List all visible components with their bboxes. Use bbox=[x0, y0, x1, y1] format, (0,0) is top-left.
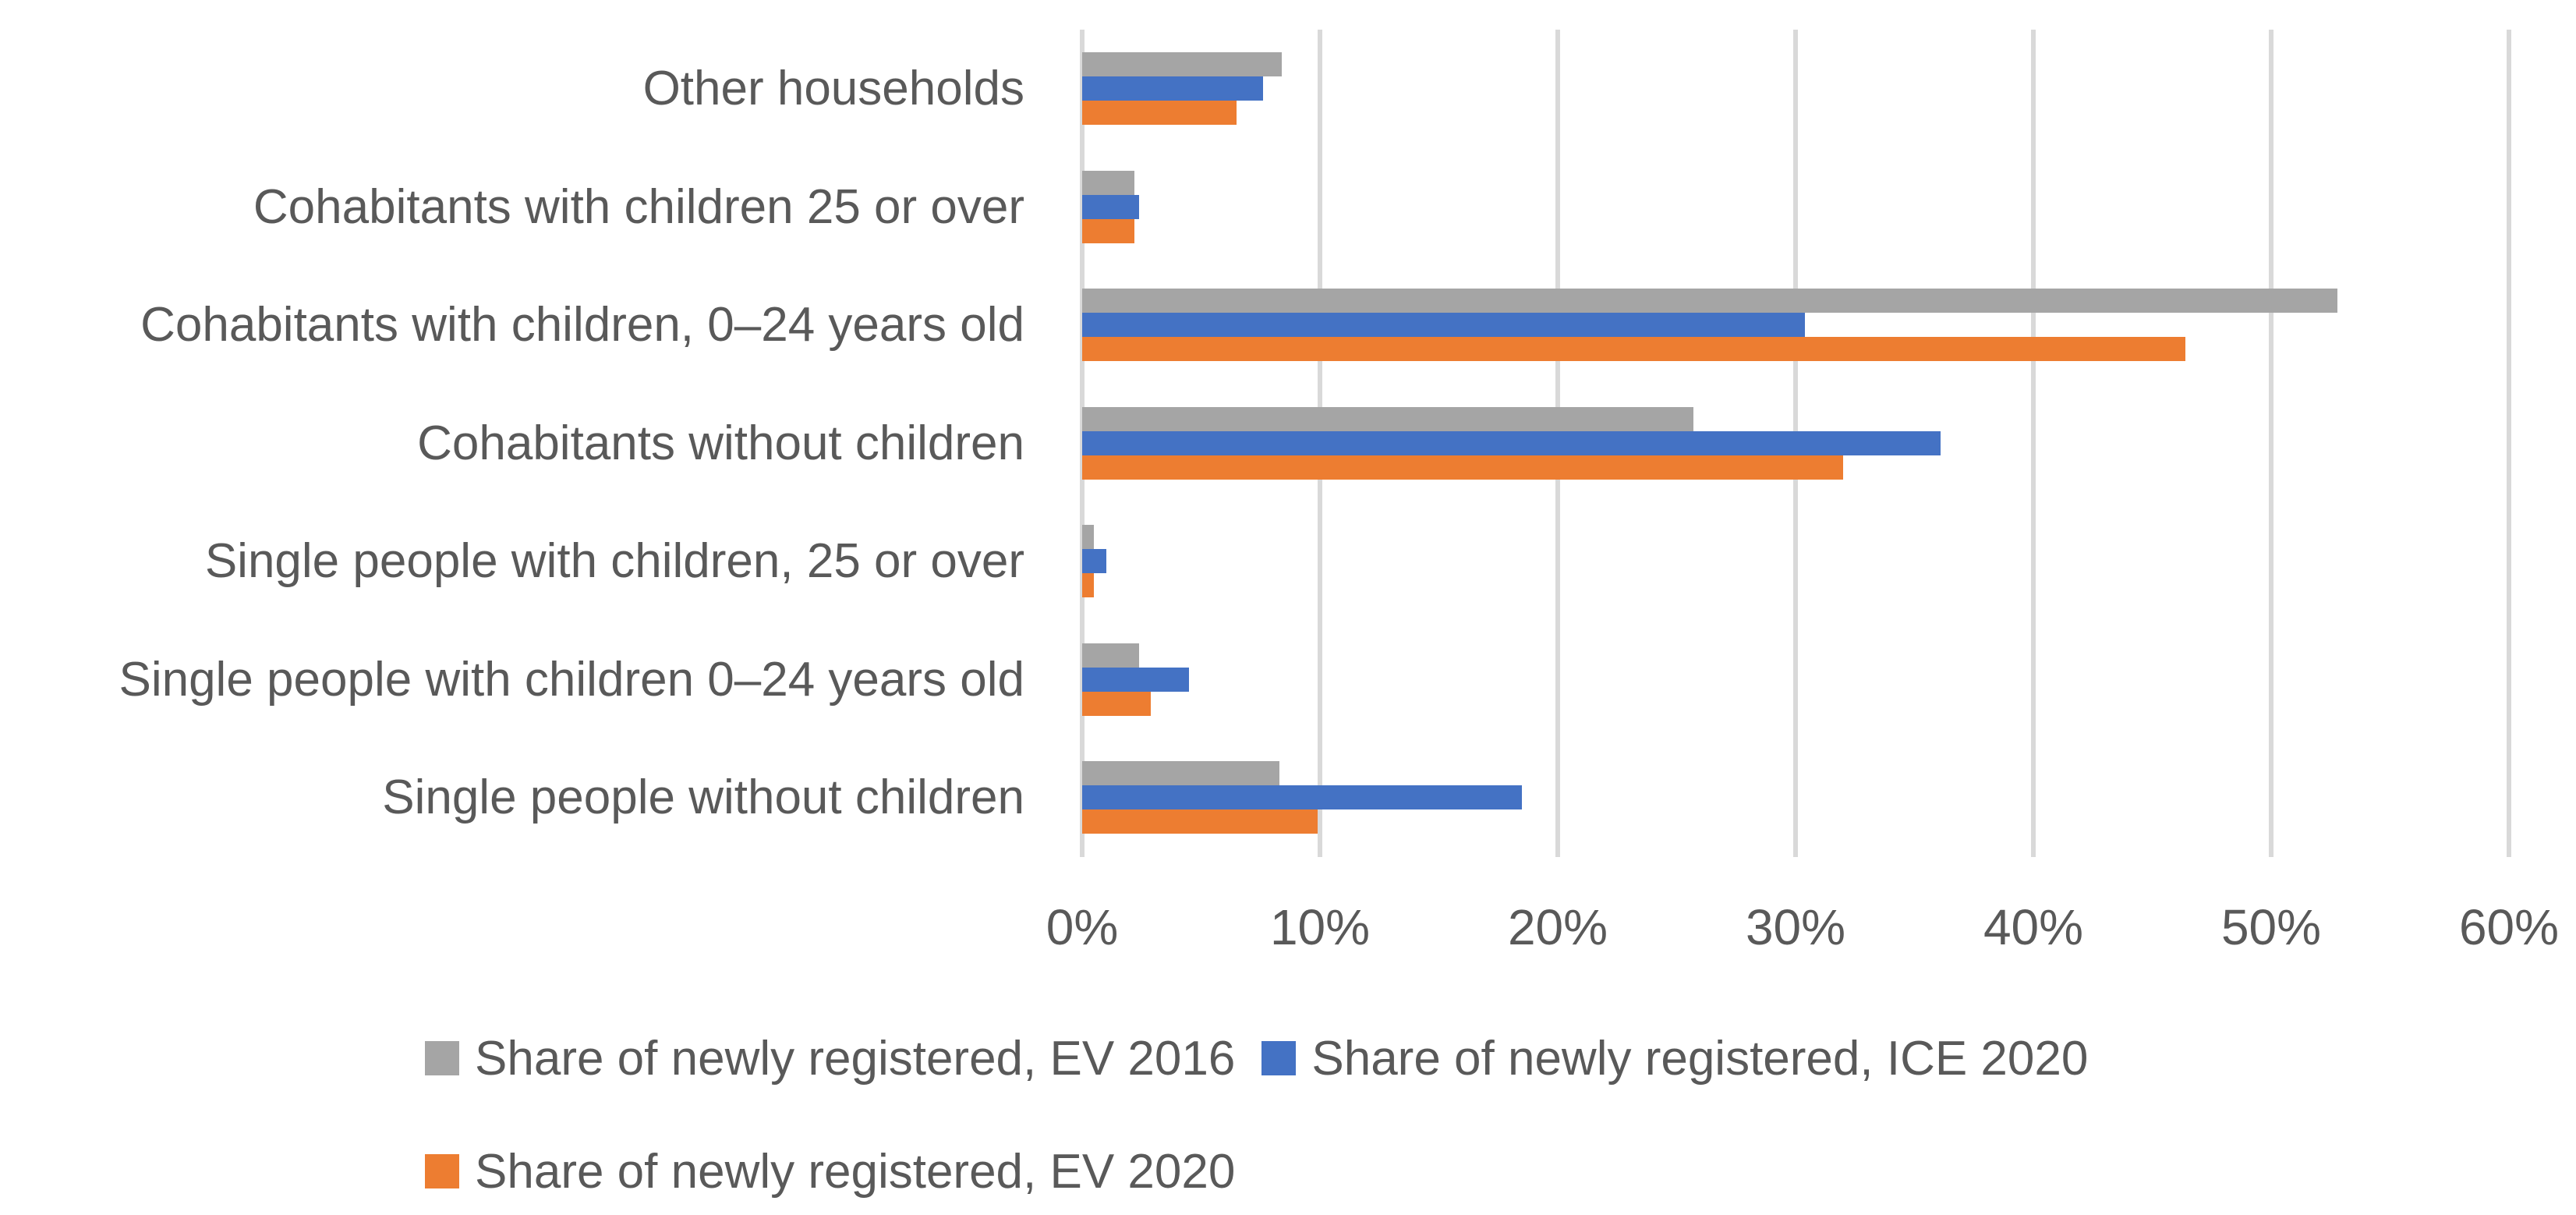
bar-ice-2020 bbox=[1082, 430, 1941, 455]
legend-item-ice-2020: Share of newly registered, ICE 2020 bbox=[1261, 1031, 2088, 1086]
legend-swatch-ev-2020 bbox=[425, 1154, 459, 1188]
gridline bbox=[2031, 30, 2036, 857]
legend-row: Share of newly registered, EV 2020 bbox=[425, 1144, 1235, 1199]
category-label: Other households bbox=[642, 62, 1024, 116]
x-tick-label: 30% bbox=[1745, 899, 1846, 955]
legend-swatch-ev-2016 bbox=[425, 1041, 459, 1075]
bar-ice-2020 bbox=[1082, 549, 1106, 574]
bar-ev-2020 bbox=[1082, 218, 1135, 243]
category-label: Single people with children 0–24 years o… bbox=[119, 652, 1024, 707]
gridline bbox=[2269, 30, 2273, 857]
legend-row: Share of newly registered, EV 2016 Share … bbox=[425, 1031, 2088, 1086]
bar-ev-2016 bbox=[1082, 52, 1283, 77]
legend-label: Share of newly registered, ICE 2020 bbox=[1311, 1031, 2089, 1086]
bar-ev-2016 bbox=[1082, 761, 1280, 786]
bar-ev-2020 bbox=[1082, 101, 1237, 126]
category-label: Cohabitants with children 25 or over bbox=[253, 179, 1024, 234]
x-tick-label: 0% bbox=[1046, 899, 1119, 955]
bar-ev-2016 bbox=[1082, 643, 1140, 668]
bar-ice-2020 bbox=[1082, 667, 1190, 692]
x-tick-label: 40% bbox=[1983, 899, 2084, 955]
bar-ev-2016 bbox=[1082, 406, 1693, 431]
bar-ev-2020 bbox=[1082, 337, 2186, 362]
bar-ev-2016 bbox=[1082, 525, 1095, 550]
category-label: Cohabitants without children bbox=[417, 416, 1024, 470]
category-label: Cohabitants with children, 0–24 years ol… bbox=[140, 298, 1024, 352]
category-label: Single people with children, 25 or over bbox=[204, 534, 1024, 589]
x-tick-label: 50% bbox=[2220, 899, 2322, 955]
bar-ice-2020 bbox=[1082, 785, 1523, 810]
legend-label: Share of newly registered, EV 2016 bbox=[475, 1031, 1236, 1086]
bar-ice-2020 bbox=[1082, 194, 1140, 219]
bar-ev-2020 bbox=[1082, 691, 1152, 716]
bar-ev-2020 bbox=[1082, 573, 1095, 598]
bar-ev-2016 bbox=[1082, 289, 2338, 313]
legend-item-ev-2016: Share of newly registered, EV 2016 bbox=[425, 1031, 1235, 1086]
bar-ev-2020 bbox=[1082, 455, 1843, 480]
x-tick-label: 60% bbox=[2458, 899, 2560, 955]
legend-swatch-ice-2020 bbox=[1261, 1041, 1297, 1075]
bar-ice-2020 bbox=[1082, 313, 1806, 338]
x-tick-label: 20% bbox=[1507, 899, 1608, 955]
bar-ev-2020 bbox=[1082, 809, 1318, 834]
category-label: Single people without children bbox=[382, 770, 1024, 825]
x-tick-label: 10% bbox=[1269, 899, 1371, 955]
bar-ev-2016 bbox=[1082, 170, 1135, 195]
gridline bbox=[2507, 30, 2511, 857]
legend-label: Share of newly registered, EV 2020 bbox=[475, 1144, 1236, 1199]
legend-item-ev-2020: Share of newly registered, EV 2020 bbox=[425, 1144, 1235, 1199]
bar-ice-2020 bbox=[1082, 76, 1263, 101]
